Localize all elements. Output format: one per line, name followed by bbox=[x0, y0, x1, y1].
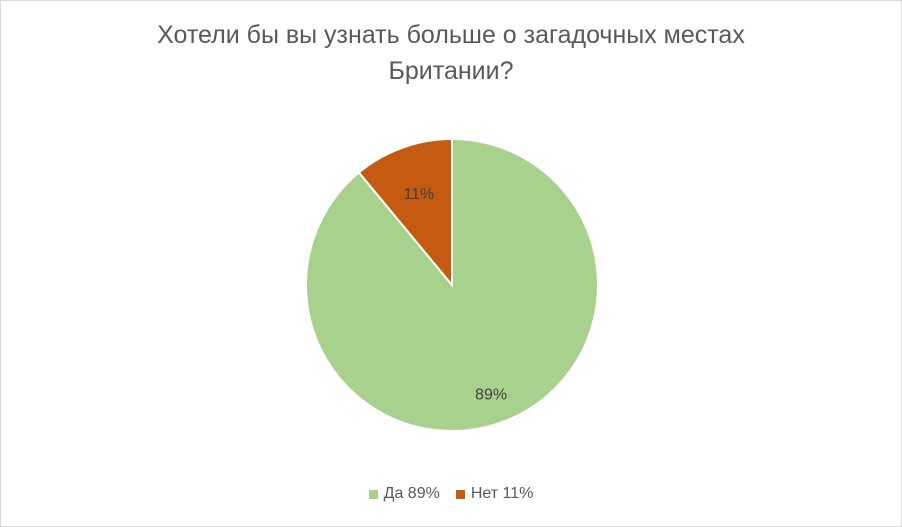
legend: Да 89% Нет 11% bbox=[1, 485, 901, 503]
legend-item-no: Нет 11% bbox=[455, 485, 534, 503]
chart-title: Хотели бы вы узнать больше о загадочных … bbox=[1, 17, 901, 89]
legend-label-yes: Да 89% bbox=[383, 485, 440, 502]
chart-title-line-2: Британии? bbox=[388, 57, 514, 85]
pie-slice-no bbox=[357, 137, 453, 288]
pie-slices bbox=[305, 137, 599, 432]
legend-swatch-no bbox=[455, 489, 465, 499]
legend-label-no: Нет 11% bbox=[470, 485, 534, 502]
legend-swatch-yes bbox=[368, 489, 378, 499]
pie-data-labels: 89% 11% bbox=[403, 186, 507, 404]
data-label-no: 11% bbox=[403, 186, 434, 203]
chart-title-line-1: Хотели бы вы узнать больше о загадочных … bbox=[157, 21, 745, 49]
data-label-yes: 89% bbox=[475, 387, 507, 404]
legend-item-yes: Да 89% bbox=[368, 485, 440, 503]
